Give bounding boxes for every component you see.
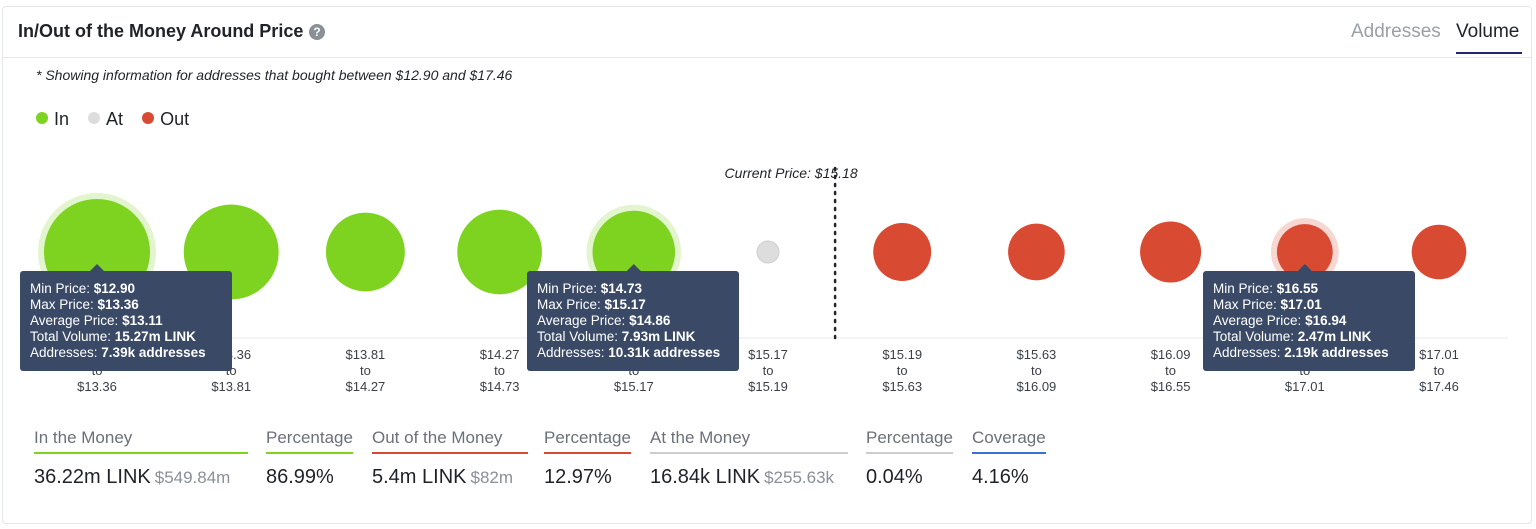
tooltip-row: Total Volume: 15.27m LINK xyxy=(30,329,196,344)
x-tick-label: $15.19 xyxy=(882,347,922,362)
at-percentage-value: 0.04% xyxy=(866,466,923,488)
at-the-money-value: 16.84k LINK xyxy=(650,466,761,488)
tooltip-row: Average Price: $13.11 xyxy=(30,313,163,328)
x-tick-label: to xyxy=(226,363,237,378)
tooltip-row: Addresses: 10.31k addresses xyxy=(537,345,720,360)
legend-in-label: In xyxy=(54,109,70,129)
current-price-label: Current Price: $15.18 xyxy=(725,165,858,181)
x-tick-label: to xyxy=(763,363,774,378)
tooltip-row: Min Price: $16.55 xyxy=(1213,281,1319,296)
tooltip-row: Addresses: 7.39k addresses xyxy=(30,345,206,360)
summary-out-of-the-money: Out of the Money 5.4m LINK $82m xyxy=(372,428,528,489)
active-tab-indicator xyxy=(1456,52,1522,54)
out-of-the-money-usd: $82m xyxy=(470,468,514,487)
in-the-money-value: 36.22m LINK xyxy=(34,466,151,488)
help-icon[interactable]: ? xyxy=(309,24,325,40)
tooltip-box xyxy=(527,271,739,371)
legend-out-label: Out xyxy=(160,109,190,129)
x-tick-label: $16.55 xyxy=(1151,379,1191,394)
summary-in-the-money: In the Money 36.22m LINK $549.84m xyxy=(34,428,248,489)
legend-out-marker xyxy=(142,112,155,124)
tooltip-row: Average Price: $16.94 xyxy=(1213,313,1347,328)
tooltip-box xyxy=(20,271,232,371)
coverage-label: Coverage xyxy=(972,428,1046,454)
x-tick-label: to xyxy=(1165,363,1176,378)
summary-out-percentage: Percentage 12.97% xyxy=(544,428,631,489)
tooltip-row: Min Price: $14.73 xyxy=(537,281,643,296)
x-tick-label: to xyxy=(1031,363,1042,378)
x-tick-label: $15.63 xyxy=(1017,347,1057,362)
legend-out[interactable]: Out xyxy=(142,109,189,130)
out-of-the-money-label: Out of the Money xyxy=(372,428,528,454)
x-tick-label: $17.01 xyxy=(1419,347,1459,362)
x-tick-label: $13.36 xyxy=(77,379,117,394)
tooltip-row: Total Volume: 7.93m LINK xyxy=(537,329,696,344)
bubble-in xyxy=(457,209,542,295)
tooltip-row: Max Price: $13.36 xyxy=(30,297,139,312)
tooltip-row: Addresses: 2.19k addresses xyxy=(1213,345,1389,360)
tooltip-row: Max Price: $17.01 xyxy=(1213,297,1322,312)
legend-at-label: At xyxy=(106,109,124,129)
x-tick-label: $15.17 xyxy=(748,347,788,362)
x-tick-label: to xyxy=(494,363,505,378)
bubble-out xyxy=(1411,224,1467,280)
x-tick-label: $15.17 xyxy=(614,379,654,394)
tab-addresses[interactable]: Addresses xyxy=(1351,21,1441,42)
bubble-out xyxy=(1008,223,1065,281)
bubble-out xyxy=(873,223,932,281)
x-tick-label: to xyxy=(1434,363,1445,378)
card-title: In/Out of the Money Around Price xyxy=(18,21,304,41)
chart-legend: In At Out xyxy=(36,109,203,130)
tooltip-row: Total Volume: 2.47m LINK xyxy=(1213,329,1372,344)
x-tick-label: $14.27 xyxy=(480,347,520,362)
summary-coverage: Coverage 4.16% xyxy=(972,428,1046,489)
legend-in[interactable]: In xyxy=(36,109,69,130)
x-tick-label: $13.81 xyxy=(211,379,251,394)
x-tick-label: $16.09 xyxy=(1017,379,1057,394)
tooltip-row: Min Price: $12.90 xyxy=(30,281,135,296)
at-the-money-label: At the Money xyxy=(650,428,848,454)
x-tick-label: $15.63 xyxy=(882,379,922,394)
coverage-value: 4.16% xyxy=(972,466,1029,488)
bubble-in xyxy=(325,212,405,292)
x-tick-label: $15.19 xyxy=(748,379,788,394)
x-tick-label: $16.09 xyxy=(1151,347,1191,362)
legend-in-marker xyxy=(36,112,48,124)
out-percentage-label: Percentage xyxy=(544,428,631,454)
summary-in-percentage: Percentage 86.99% xyxy=(266,428,353,489)
summary-at-percentage: Percentage 0.04% xyxy=(866,428,953,489)
at-percentage-label: Percentage xyxy=(866,428,953,454)
tab-volume[interactable]: Volume xyxy=(1456,21,1520,42)
x-tick-label: to xyxy=(360,363,371,378)
legend-at[interactable]: At xyxy=(88,109,123,130)
x-tick-label: $13.81 xyxy=(346,347,386,362)
x-tick-label: $14.73 xyxy=(480,379,520,394)
x-tick-label: $17.46 xyxy=(1419,379,1459,394)
summary-at-the-money: At the Money 16.84k LINK $255.63k xyxy=(650,428,848,489)
in-the-money-usd: $549.84m xyxy=(154,468,231,487)
out-of-the-money-value: 5.4m LINK xyxy=(372,466,467,488)
legend-at-marker xyxy=(88,112,101,124)
tooltip-arrow xyxy=(626,264,641,271)
in-percentage-value: 86.99% xyxy=(266,466,334,488)
tooltip-row: Max Price: $15.17 xyxy=(537,297,646,312)
bubble-out xyxy=(1276,224,1333,280)
in-percentage-label: Percentage xyxy=(266,428,353,454)
card-header: In/Out of the Money Around Price ? Addre… xyxy=(3,7,1531,58)
x-tick-label: $17.01 xyxy=(1285,379,1325,394)
in-the-money-label: In the Money xyxy=(34,428,248,454)
x-tick-label: to xyxy=(897,363,908,378)
tooltip-box xyxy=(1203,271,1415,371)
bubble-at xyxy=(756,240,780,264)
at-the-money-usd: $255.63k xyxy=(764,468,835,487)
tooltip-row: Average Price: $14.86 xyxy=(537,313,671,328)
x-tick-label: $14.27 xyxy=(346,379,386,394)
tooltip-arrow xyxy=(1297,264,1312,271)
range-note: * Showing information for addresses that… xyxy=(36,67,513,83)
out-percentage-value: 12.97% xyxy=(544,466,612,488)
tooltip-arrow xyxy=(90,264,104,271)
bubble-out xyxy=(1140,221,1202,283)
